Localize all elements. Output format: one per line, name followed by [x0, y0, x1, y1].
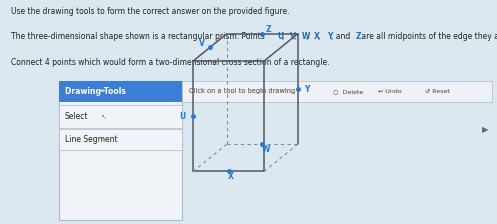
Text: V: V [290, 32, 296, 41]
Text: X: X [314, 32, 320, 41]
Bar [59, 105, 182, 128]
Text: ,: , [294, 32, 299, 41]
Text: Z: Z [265, 26, 271, 34]
Text: U: U [179, 112, 185, 121]
Text: Z: Z [355, 32, 361, 41]
Text: ,: , [306, 32, 311, 41]
Text: ↖: ↖ [101, 114, 107, 119]
Text: V: V [199, 39, 205, 48]
Text: Click on a tool to begin drawing: Click on a tool to begin drawing [189, 88, 296, 94]
Text: ∕: ∕ [101, 136, 103, 142]
FancyBboxPatch shape [59, 81, 182, 220]
Text: W: W [302, 32, 311, 41]
FancyBboxPatch shape [182, 81, 492, 102]
Text: are all midpoints of the edge they are on.: are all midpoints of the edge they are o… [359, 32, 497, 41]
Text: , and: , and [331, 32, 352, 41]
Text: Y: Y [327, 32, 332, 41]
Text: Line Segment: Line Segment [65, 135, 117, 144]
Text: Use the drawing tools to form the correct answer on the provided figure.: Use the drawing tools to form the correc… [11, 7, 290, 16]
Text: ↺ Reset: ↺ Reset [425, 89, 450, 94]
Text: ✏: ✏ [99, 88, 105, 94]
Text: Y: Y [304, 85, 309, 94]
Text: W: W [262, 145, 270, 154]
Text: Select: Select [65, 112, 88, 121]
Text: Connect 4 points which would form a two-dimensional cross section of a rectangle: Connect 4 points which would form a two-… [11, 58, 330, 67]
Text: ○  Delete: ○ Delete [333, 89, 363, 94]
Text: ↩ Undo: ↩ Undo [378, 89, 402, 94]
Text: Drawing Tools: Drawing Tools [65, 87, 125, 96]
Text: U: U [277, 32, 284, 41]
Text: X: X [228, 172, 234, 181]
Text: ,: , [319, 32, 323, 41]
FancyBboxPatch shape [59, 81, 182, 102]
Text: The three-dimensional shape shown is a rectangular prism. Points: The three-dimensional shape shown is a r… [11, 32, 267, 41]
Bar [59, 129, 182, 150]
Text: Click on a tool to begin drawing: Click on a tool to begin drawing [189, 88, 296, 94]
Text: ,: , [281, 32, 286, 41]
Text: ▶: ▶ [482, 125, 489, 134]
